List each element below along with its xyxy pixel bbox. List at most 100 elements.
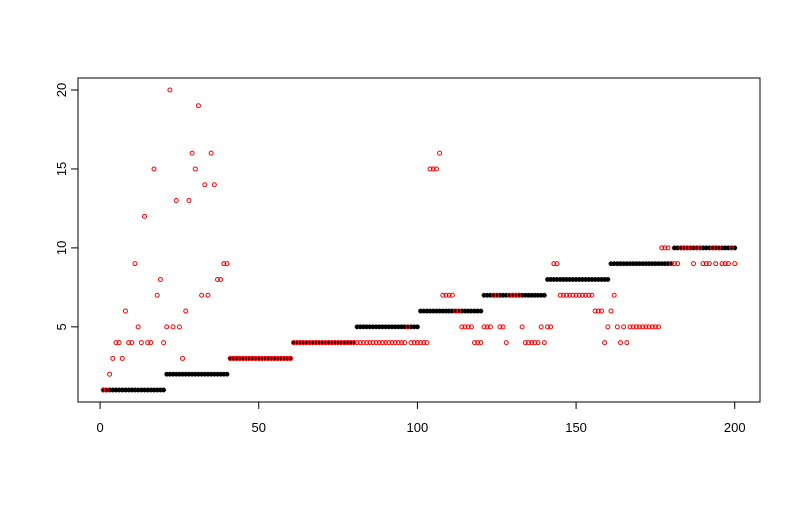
y-tick-label: 5	[54, 323, 69, 330]
point	[694, 245, 700, 251]
point	[675, 261, 681, 267]
point	[557, 292, 563, 298]
point	[329, 340, 335, 346]
point	[719, 261, 725, 267]
point	[522, 340, 528, 346]
y-tick-label: 10	[54, 241, 69, 255]
point	[354, 340, 360, 346]
point	[681, 245, 687, 251]
point	[249, 355, 255, 361]
point	[110, 355, 116, 361]
point	[145, 340, 151, 346]
point	[126, 340, 132, 346]
point	[376, 340, 382, 346]
point	[579, 292, 585, 298]
point	[446, 292, 452, 298]
point	[319, 340, 325, 346]
plot-box	[77, 77, 761, 403]
point	[618, 340, 624, 346]
point	[684, 245, 690, 251]
point	[621, 324, 627, 330]
point	[107, 371, 113, 377]
point	[138, 340, 144, 346]
point	[421, 340, 427, 346]
point	[373, 340, 379, 346]
point	[135, 324, 141, 330]
point	[548, 324, 554, 330]
point	[281, 355, 287, 361]
point	[389, 340, 395, 346]
point	[500, 324, 506, 330]
point	[364, 340, 370, 346]
point	[205, 292, 211, 298]
point	[348, 340, 354, 346]
point	[538, 324, 544, 330]
point	[214, 276, 220, 282]
point	[386, 340, 392, 346]
point	[659, 245, 665, 251]
point	[345, 340, 351, 346]
point	[338, 340, 344, 346]
point	[313, 340, 319, 346]
point	[624, 340, 630, 346]
point	[637, 324, 643, 330]
point	[583, 292, 589, 298]
point	[132, 261, 138, 267]
point	[690, 261, 696, 267]
point	[360, 340, 366, 346]
point	[567, 292, 573, 298]
point	[221, 261, 227, 267]
point	[465, 324, 471, 330]
point	[272, 355, 278, 361]
point	[614, 324, 620, 330]
point	[586, 292, 592, 298]
point	[278, 355, 284, 361]
point	[427, 166, 433, 172]
point	[440, 292, 446, 298]
point	[452, 308, 458, 314]
point	[700, 261, 706, 267]
point	[341, 340, 347, 346]
point	[161, 340, 167, 346]
point	[570, 292, 576, 298]
point	[186, 198, 192, 204]
point	[643, 324, 649, 330]
point	[576, 292, 582, 298]
point	[161, 387, 167, 393]
point	[665, 245, 671, 251]
point	[627, 324, 633, 330]
point	[602, 340, 608, 346]
point	[173, 198, 179, 204]
point	[541, 340, 547, 346]
point	[484, 324, 490, 330]
point	[592, 308, 598, 314]
point	[513, 292, 519, 298]
point	[326, 340, 332, 346]
point	[703, 261, 709, 267]
point	[706, 261, 712, 267]
point	[456, 308, 462, 314]
point	[100, 387, 106, 393]
point	[202, 182, 208, 188]
point	[478, 340, 484, 346]
point	[303, 340, 309, 346]
point	[640, 324, 646, 330]
x-tick-label: 0	[96, 420, 103, 435]
point	[408, 340, 414, 346]
point	[180, 355, 186, 361]
point	[246, 355, 252, 361]
point	[605, 277, 611, 282]
point	[605, 324, 611, 330]
point	[170, 324, 176, 330]
point	[697, 245, 703, 251]
point	[351, 340, 357, 346]
point	[729, 245, 735, 251]
point	[506, 292, 512, 298]
point	[478, 308, 484, 314]
point	[402, 340, 408, 346]
point	[430, 166, 436, 172]
point	[494, 292, 500, 298]
point	[678, 245, 684, 251]
point	[459, 324, 465, 330]
